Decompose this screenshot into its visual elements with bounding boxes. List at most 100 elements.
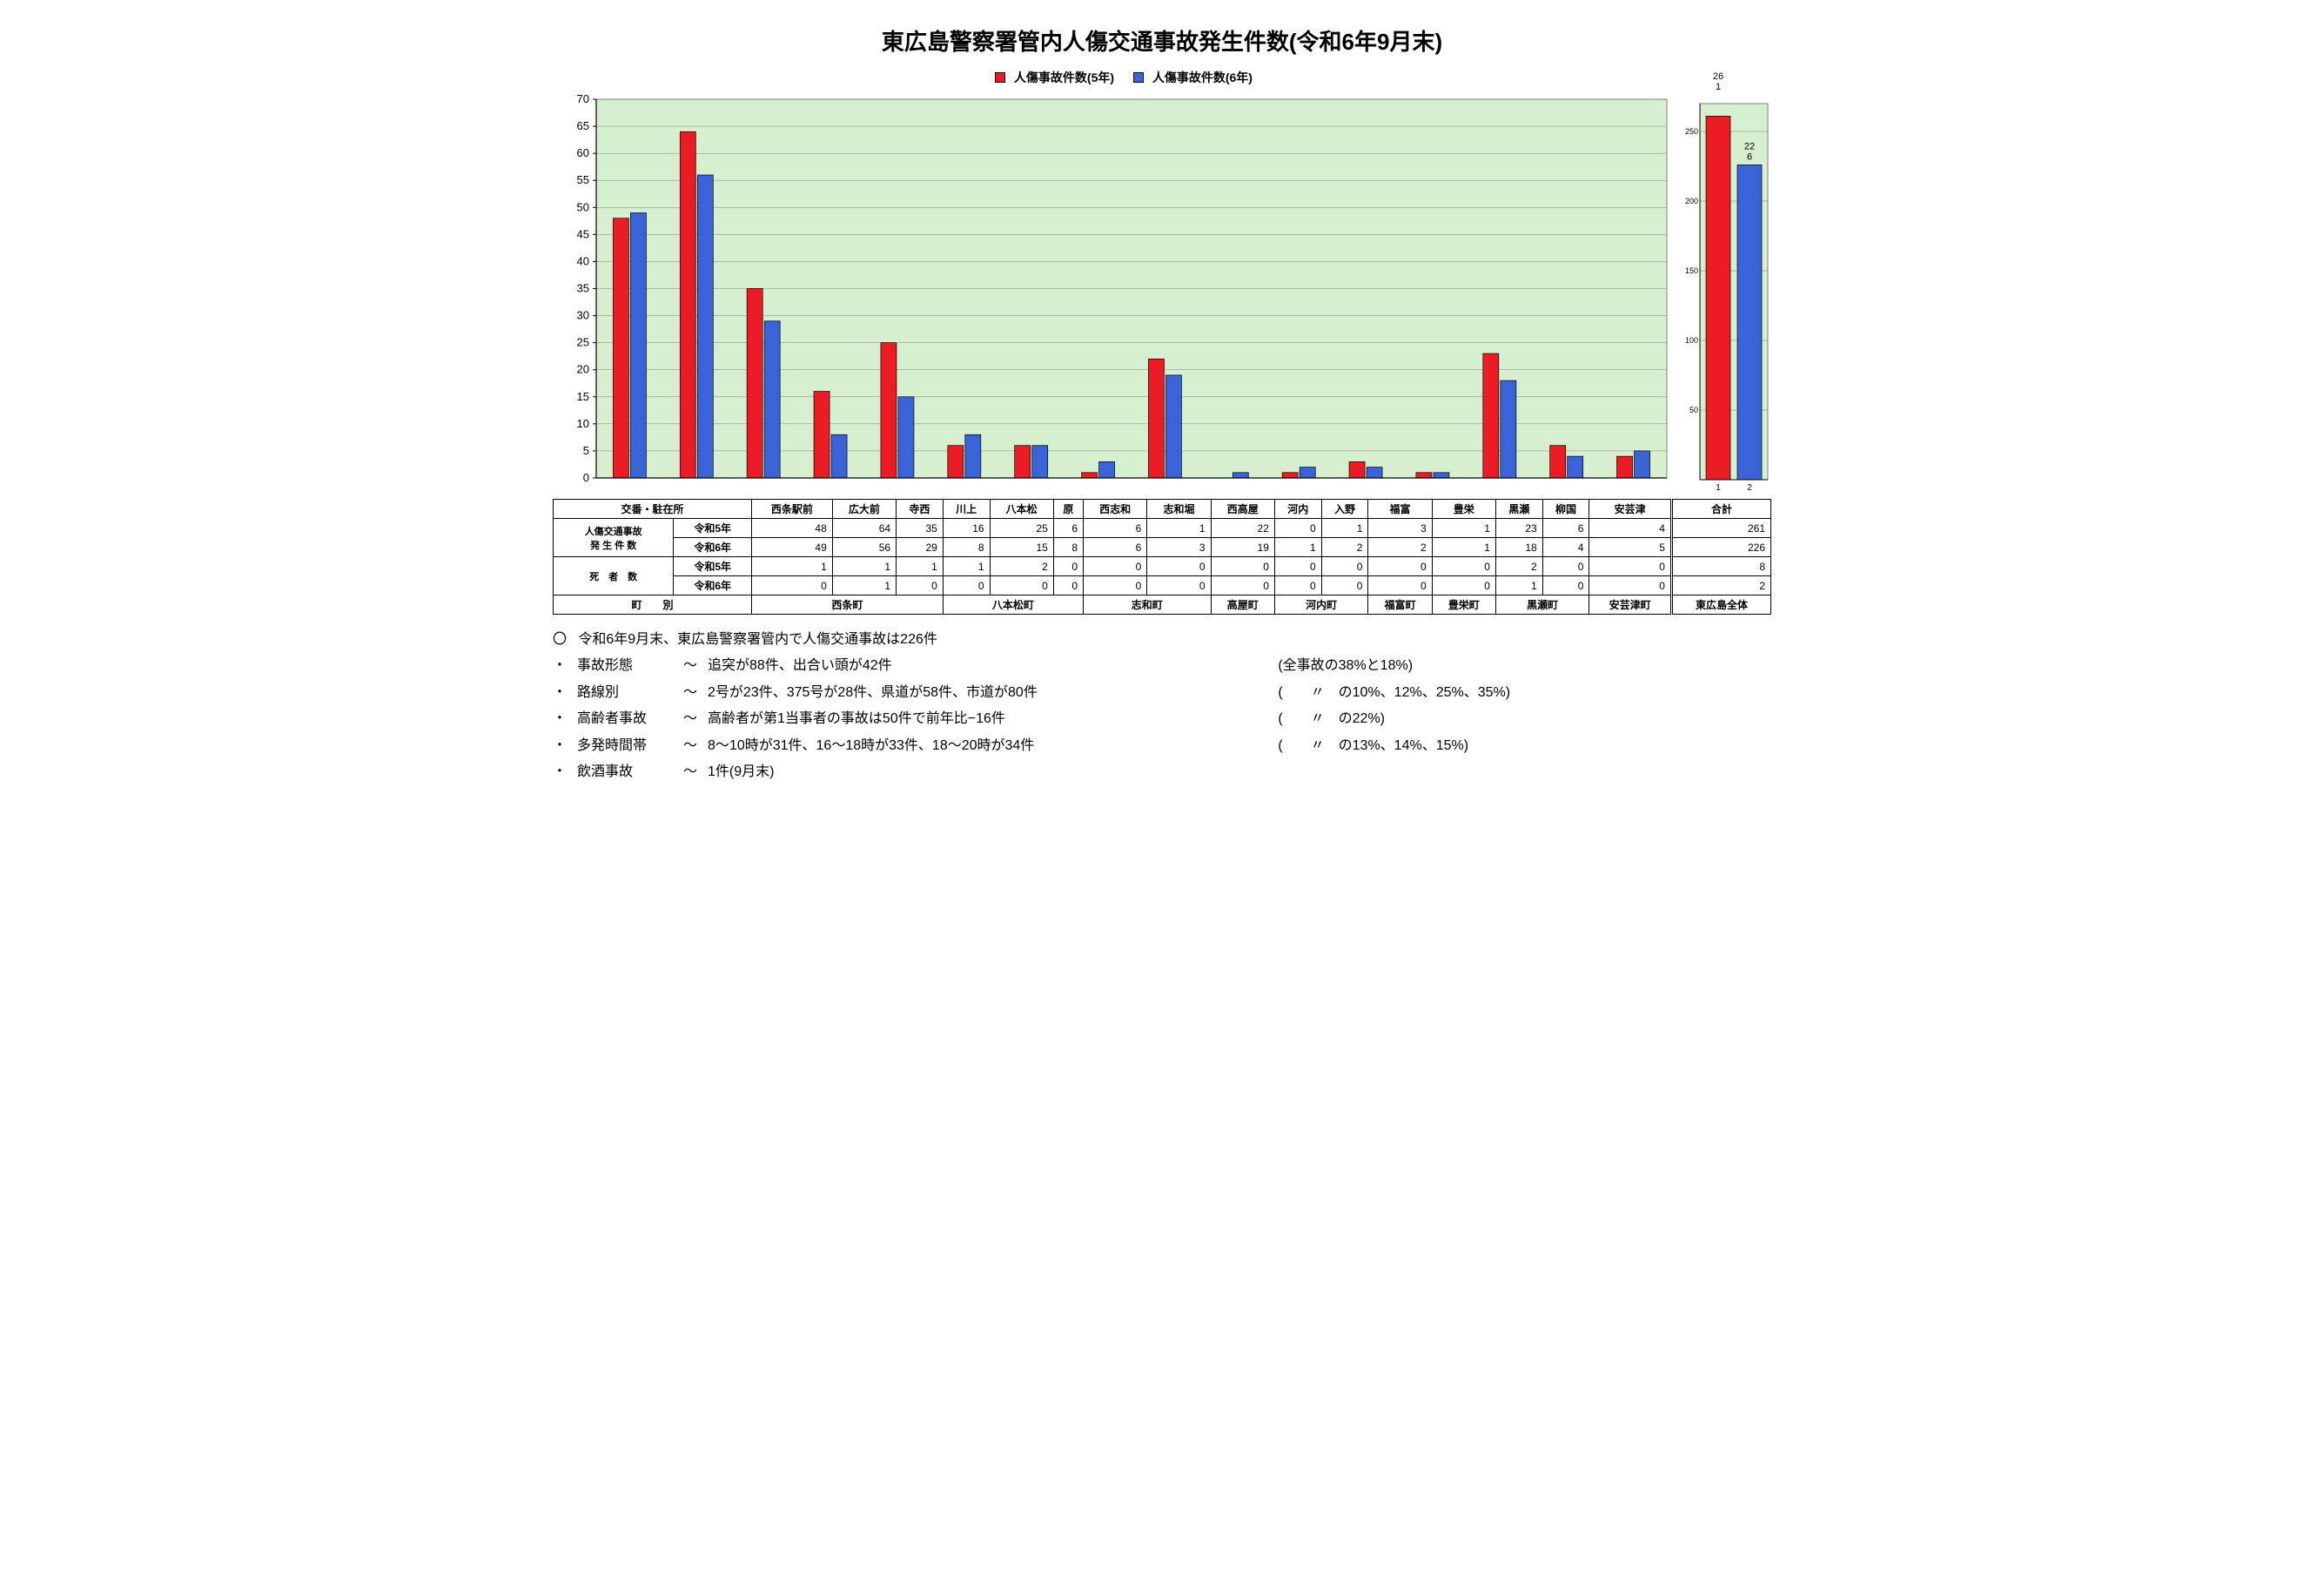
table-col-header: 八本松 [990, 500, 1053, 519]
lead-text: 令和6年9月末、東広島警察署管内で人傷交通事故は226件 [578, 632, 937, 647]
legend-label-2: 人傷事故件数(6年) [1152, 71, 1253, 84]
bar-y5 [814, 392, 830, 478]
bar-y5 [1148, 359, 1164, 478]
town-row-label: 町 別 [554, 595, 752, 615]
svg-text:20: 20 [577, 363, 589, 376]
table-cell: 0 [1432, 576, 1495, 595]
table-cell: 0 [1542, 557, 1589, 576]
table-total-cell: 261 [1671, 519, 1770, 538]
bar-y5 [1416, 473, 1432, 478]
table-cell: 0 [1589, 576, 1671, 595]
bar-y5 [1015, 446, 1031, 478]
table-cell: 48 [751, 519, 832, 538]
table-col-header: 柳国 [1542, 500, 1589, 519]
bar-y6 [831, 434, 847, 478]
table-cell: 56 [832, 538, 896, 557]
table-cell: 22 [1211, 519, 1274, 538]
table-cell: 1 [751, 557, 832, 576]
table-cell: 6 [1053, 519, 1083, 538]
table-col-header: 安芸津 [1589, 500, 1671, 519]
bar-y5 [881, 343, 897, 478]
svg-text:30: 30 [577, 309, 589, 322]
top-label: 1 [1716, 82, 1721, 92]
total-bar [1706, 116, 1730, 480]
total-bar-cat: 1 [1716, 483, 1721, 493]
svg-text:35: 35 [577, 282, 589, 295]
table-cell: 1 [943, 557, 990, 576]
svg-text:250: 250 [1685, 127, 1698, 136]
bar-y5 [1483, 353, 1499, 478]
svg-text:45: 45 [577, 227, 589, 240]
table-cell: 29 [897, 538, 944, 557]
svg-text:25: 25 [577, 336, 589, 349]
svg-text:60: 60 [577, 146, 589, 159]
note-text: 高齢者が第1当事者の事故は50件で前年比−16件 [708, 706, 1005, 732]
bar-y5 [680, 131, 695, 478]
town-cell: 安芸津町 [1589, 595, 1671, 615]
table-cell: 0 [1274, 576, 1321, 595]
table-cell: 35 [897, 519, 944, 538]
table-col-header: 豊栄 [1432, 500, 1495, 519]
table-cell: 15 [990, 538, 1053, 557]
svg-text:40: 40 [577, 254, 589, 267]
table-col-header: 福富 [1368, 500, 1432, 519]
town-total: 東広島全体 [1671, 595, 1770, 615]
table-cell: 6 [1542, 519, 1589, 538]
table-cell: 0 [1211, 557, 1274, 576]
note-pct: (全事故の38%と18%) [1278, 653, 1771, 679]
legend-swatch-2 [1133, 72, 1144, 83]
legend-label-1: 人傷事故件数(5年) [1014, 71, 1114, 84]
table-col-header: 原 [1053, 500, 1083, 519]
table-cell: 0 [751, 576, 832, 595]
town-cell: 高屋町 [1211, 595, 1274, 615]
svg-text:55: 55 [577, 173, 589, 186]
table-cell: 0 [1368, 557, 1432, 576]
row-group-label: 死 者 数 [554, 557, 674, 595]
table-cell: 2 [1368, 538, 1432, 557]
table-col-header: 広大前 [832, 500, 896, 519]
svg-text:15: 15 [577, 390, 589, 403]
town-cell: 豊栄町 [1432, 595, 1495, 615]
table-col-header: 入野 [1321, 500, 1368, 519]
table-col-header: 黒瀬 [1495, 500, 1542, 519]
svg-text:65: 65 [577, 119, 589, 132]
note-row: ・高齢者事故〜高齢者が第1当事者の事故は50件で前年比−16件 [553, 706, 1243, 732]
table-total-cell: 226 [1671, 538, 1770, 557]
total-bar [1737, 165, 1762, 480]
table-cell: 25 [990, 519, 1053, 538]
note-text: 追突が88件、出合い頭が42件 [708, 653, 892, 679]
table-cell: 0 [1147, 557, 1211, 576]
table-cell: 0 [1589, 557, 1671, 576]
table-cell: 0 [1084, 576, 1147, 595]
bar-y5 [1550, 446, 1566, 478]
table-cell: 0 [1147, 576, 1211, 595]
note-label: 事故形態 [577, 653, 673, 679]
chart-legend: 人傷事故件数(5年) 人傷事故件数(6年) [553, 69, 1679, 86]
note-label: 多発時間帯 [577, 733, 673, 759]
note-text: 2号が23件、375号が28件、県道が58件、市道が80件 [708, 680, 1038, 706]
bar-y5 [1349, 461, 1365, 478]
table-header-group: 交番・駐在所 [554, 500, 752, 519]
note-pct: ( 〃 の22%) [1278, 706, 1771, 732]
table-cell: 49 [751, 538, 832, 557]
row-year: 令和5年 [674, 557, 752, 576]
table-cell: 1 [897, 557, 944, 576]
town-cell: 八本松町 [943, 595, 1083, 615]
legend-swatch-1 [995, 72, 1005, 83]
svg-text:0: 0 [583, 471, 589, 484]
table-cell: 1 [1432, 538, 1495, 557]
svg-text:50: 50 [1689, 406, 1698, 414]
table-cell: 0 [1368, 576, 1432, 595]
bar-y6 [1434, 473, 1449, 478]
table-cell: 1 [1147, 519, 1211, 538]
table-cell: 0 [1274, 557, 1321, 576]
table-cell: 19 [1211, 538, 1274, 557]
table-cell: 6 [1084, 538, 1147, 557]
bar-y6 [1635, 451, 1650, 478]
note-text: 1件(9月末) [708, 759, 774, 785]
table-cell: 1 [832, 557, 896, 576]
table-cell: 0 [1432, 557, 1495, 576]
svg-text:70: 70 [577, 95, 589, 105]
table-cell: 0 [1321, 576, 1368, 595]
town-cell: 福富町 [1368, 595, 1432, 615]
